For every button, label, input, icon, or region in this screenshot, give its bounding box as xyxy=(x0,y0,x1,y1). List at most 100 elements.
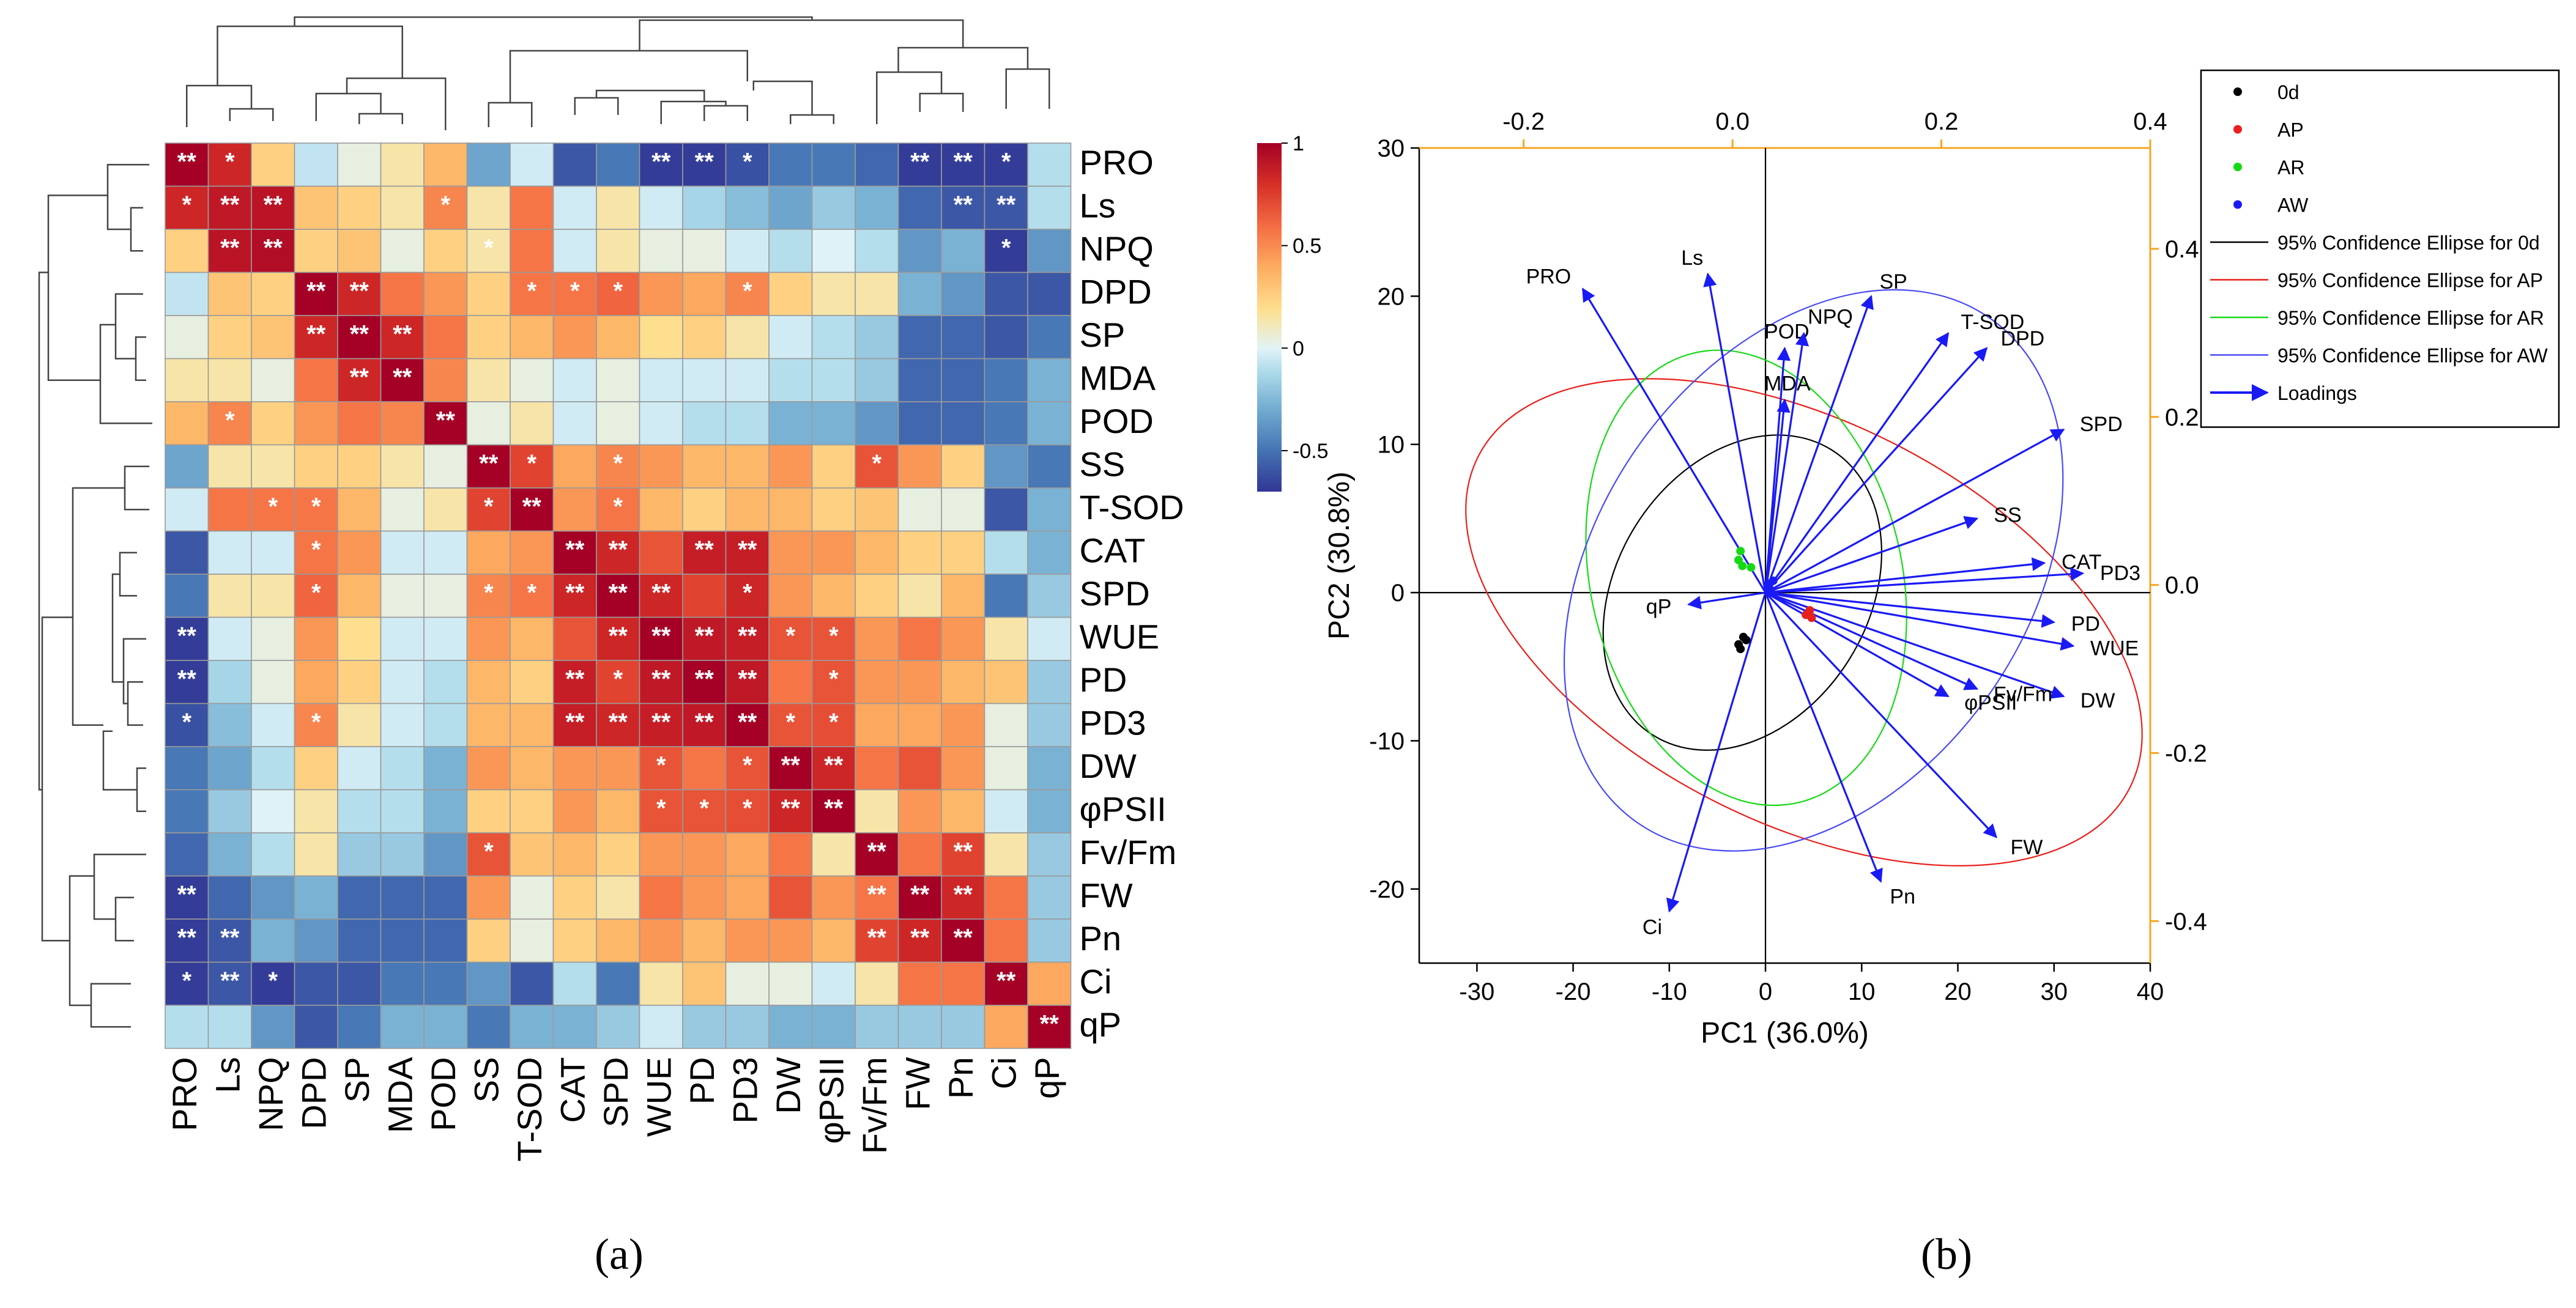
heatmap-cell-Ls-Ci xyxy=(984,185,1028,230)
significance-mark: ** xyxy=(738,709,757,736)
significance-mark: * xyxy=(613,493,623,520)
heatmap-cell-T-SOD-NPQ xyxy=(251,487,295,532)
heatmap-cell-WUE-Ci xyxy=(984,616,1028,661)
heatmap-cell-Pn-qP xyxy=(1027,918,1072,963)
heatmap-cell-T-SOD-WUE xyxy=(639,487,683,532)
heatmap-cell-POD-PRO xyxy=(165,401,209,446)
heatmap-cell-SS-DPD xyxy=(294,444,338,489)
heatmap-cell-CAT-φPSII xyxy=(811,530,856,575)
heatmap-cell-DW-FW xyxy=(897,746,942,791)
heatmap-cell-Ls-qP xyxy=(1027,185,1072,230)
heatmap-cell-DW-SPD xyxy=(596,746,640,791)
significance-mark: ** xyxy=(651,709,671,736)
heatmap-cell-FW-PD xyxy=(682,875,727,920)
column-label: POD xyxy=(424,1057,462,1131)
heatmap-cell-MDA-qP xyxy=(1027,358,1072,402)
heatmap-cell-DPD-SPD xyxy=(596,272,640,316)
heatmap-cell-T-SOD-Pn xyxy=(941,487,985,532)
heatmap-cell-DPD-DPD xyxy=(294,272,338,316)
row-label: POD xyxy=(1080,402,1154,440)
loading-label: DW xyxy=(2080,689,2115,712)
heatmap-cell-POD-Fv/Fm xyxy=(855,401,899,446)
heatmap-cell-MDA-Fv/Fm xyxy=(855,358,899,402)
heatmap-cell-PRO-SP xyxy=(337,142,382,187)
heatmap-cell-Fv/Fm-Pn xyxy=(941,832,985,877)
heatmap-cell-qP-SS xyxy=(466,1005,511,1049)
heatmap-cell-DW-T-SOD xyxy=(510,746,554,791)
heatmap-cell-WUE-NPQ xyxy=(251,616,295,661)
heatmap-cell-T-SOD-qP xyxy=(1027,487,1072,532)
significance-mark: * xyxy=(527,450,536,477)
loading-label: PD xyxy=(2071,612,2100,635)
significance-mark: ** xyxy=(479,450,499,477)
heatmap-cell-PD3-PRO xyxy=(165,703,209,747)
heatmap-cell-φPSII-PD3 xyxy=(725,789,770,833)
loading-label: PD3 xyxy=(2100,561,2140,585)
colorbar-tick-label: 0.5 xyxy=(1293,235,1321,258)
significance-mark: * xyxy=(613,450,623,477)
heatmap-cell-T-SOD-PD3 xyxy=(725,487,770,532)
heatmap-cell-qP-Pn xyxy=(941,1005,985,1049)
right-tick-label: 0.4 xyxy=(2165,236,2199,263)
heatmap-cell-WUE-PRO xyxy=(165,616,209,661)
legend-label: AW xyxy=(2277,194,2309,216)
heatmap-cell-Fv/Fm-PRO xyxy=(165,832,209,877)
significance-mark: ** xyxy=(695,666,715,693)
heatmap-cell-DPD-DW xyxy=(768,272,813,316)
heatmap-cell-Ls-MDA xyxy=(380,185,425,230)
heatmap-cell-DPD-SS xyxy=(466,272,511,316)
heatmap-cell-qP-PD3 xyxy=(725,1005,770,1049)
heatmap-cell-PD3-SPD xyxy=(596,703,640,747)
heatmap-cell-WUE-DPD xyxy=(294,616,338,661)
heatmap-cell-NPQ-PD3 xyxy=(725,229,770,273)
column-label: SS xyxy=(467,1057,505,1103)
significance-mark: * xyxy=(743,278,752,305)
heatmap-cell-DW-DW xyxy=(768,746,813,791)
significance-mark: ** xyxy=(954,191,973,218)
heatmap-cell-SS-PD3 xyxy=(725,444,770,489)
heatmap-cell-Ls-FW xyxy=(897,185,942,230)
colorbar-tick-label: 1 xyxy=(1293,132,1304,155)
heatmap-cell-DPD-Fv/Fm xyxy=(855,272,899,316)
row-label: SPD xyxy=(1080,574,1150,613)
significance-mark: ** xyxy=(824,795,844,822)
heatmap-cell-T-SOD-T-SOD xyxy=(510,487,554,532)
legend-label: AR xyxy=(2277,157,2304,179)
significance-mark: * xyxy=(829,709,839,736)
heatmap-cell-T-SOD-DPD xyxy=(294,487,338,532)
heatmap-cell-POD-φPSII xyxy=(811,401,856,446)
x-tick-label: -10 xyxy=(1652,978,1687,1005)
significance-mark: ** xyxy=(954,149,973,176)
heatmap-cell-Pn-DW xyxy=(768,918,813,963)
heatmap-cell-PRO-SPD xyxy=(596,142,640,187)
heatmap-cell-PD3-Ls xyxy=(207,703,252,747)
column-label: DPD xyxy=(294,1057,333,1129)
heatmap-cell-Fv/Fm-T-SOD xyxy=(510,832,554,877)
significance-mark: ** xyxy=(220,191,240,218)
heatmap-cell-DW-Fv/Fm xyxy=(855,746,899,791)
significance-mark: ** xyxy=(350,321,369,348)
heatmap-cell-CAT-qP xyxy=(1027,530,1072,575)
significance-mark: ** xyxy=(220,967,240,994)
heatmap-cell-PRO-FW xyxy=(897,142,942,187)
heatmap-cell-Pn-φPSII xyxy=(811,918,856,963)
heatmap-cell-qP-Ci xyxy=(984,1005,1028,1049)
heatmap-cell-Ls-CAT xyxy=(552,185,597,230)
heatmap-cell-FW-NPQ xyxy=(251,875,295,920)
heatmap-cell-T-SOD-CAT xyxy=(552,487,597,532)
significance-mark: ** xyxy=(738,666,757,693)
row-label: MDA xyxy=(1080,358,1156,397)
significance-mark: ** xyxy=(264,191,283,218)
significance-mark: ** xyxy=(177,925,197,951)
heatmap-cell-DW-MDA xyxy=(380,746,425,791)
row-label: SP xyxy=(1080,316,1126,354)
significance-mark: ** xyxy=(997,967,1016,994)
loading-label: MDA xyxy=(1764,372,1811,395)
heatmap-cell-CAT-FW xyxy=(897,530,942,575)
heatmap-cell-DPD-φPSII xyxy=(811,272,856,316)
heatmap-cell-WUE-qP xyxy=(1027,616,1072,661)
column-label: T-SOD xyxy=(510,1057,549,1162)
significance-mark: * xyxy=(785,709,795,736)
significance-mark: * xyxy=(613,278,623,305)
heatmap-cell-NPQ-SS xyxy=(466,229,511,273)
